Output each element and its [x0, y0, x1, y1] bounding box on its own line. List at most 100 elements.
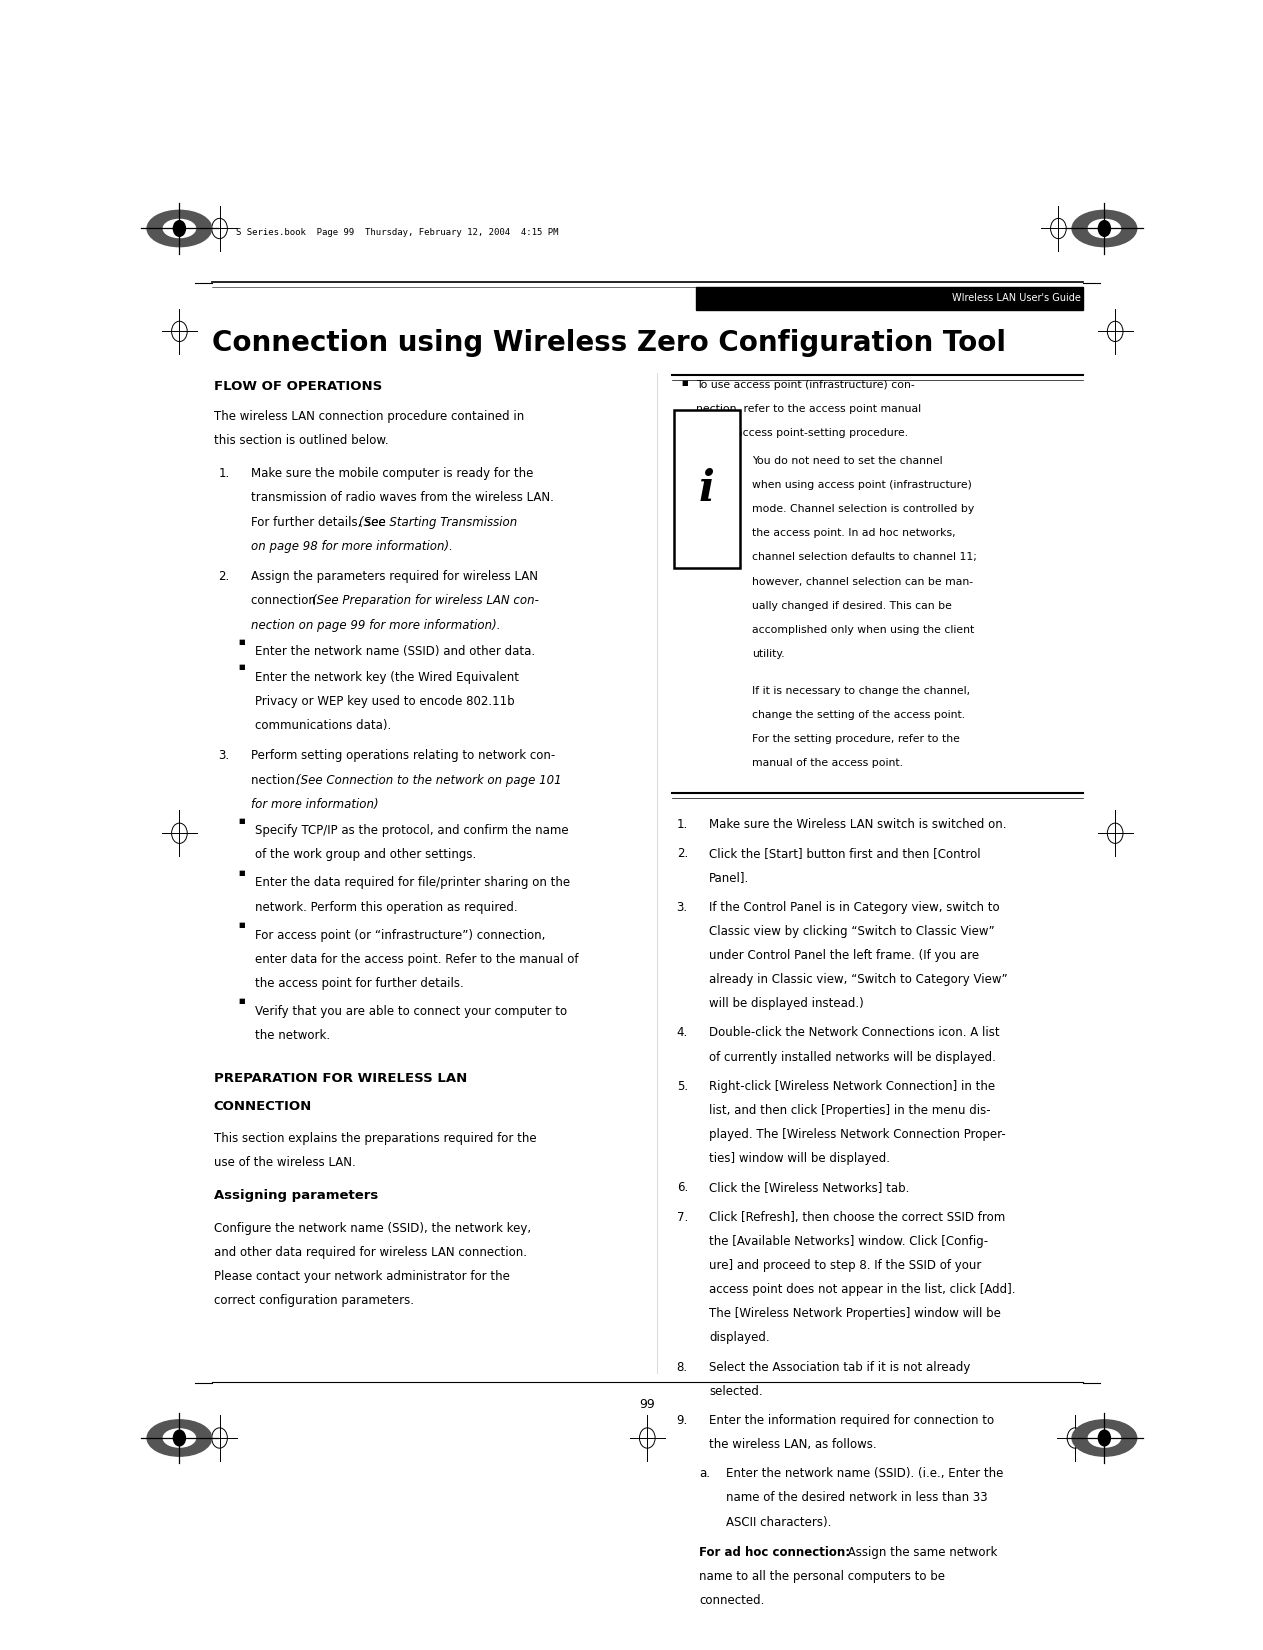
Text: name of the desired network in less than 33: name of the desired network in less than…: [725, 1492, 988, 1505]
Text: For ad hoc connection:: For ad hoc connection:: [700, 1546, 850, 1559]
Text: 4.: 4.: [677, 1026, 688, 1040]
Ellipse shape: [163, 1429, 196, 1447]
Text: the wireless LAN, as follows.: the wireless LAN, as follows.: [709, 1439, 877, 1450]
Text: 8.: 8.: [677, 1361, 688, 1373]
Text: 9.: 9.: [677, 1414, 688, 1427]
Text: the network.: the network.: [255, 1030, 330, 1041]
Text: Please contact your network administrator for the: Please contact your network administrato…: [213, 1270, 509, 1284]
Text: The [Wireless Network Properties] window will be: The [Wireless Network Properties] window…: [709, 1307, 1000, 1320]
Text: Enter the network name (SSID) and other data.: Enter the network name (SSID) and other …: [255, 645, 536, 658]
Ellipse shape: [163, 219, 196, 238]
Text: use of the wireless LAN.: use of the wireless LAN.: [213, 1157, 355, 1168]
Text: connected.: connected.: [700, 1594, 764, 1607]
Text: For the setting procedure, refer to the: For the setting procedure, refer to the: [751, 734, 960, 744]
Text: name to all the personal computers to be: name to all the personal computers to be: [700, 1571, 945, 1582]
Text: nection on page 99 for more information).: nection on page 99 for more information)…: [251, 619, 500, 632]
Text: Enter the information required for connection to: Enter the information required for conne…: [709, 1414, 994, 1427]
Circle shape: [1099, 1431, 1110, 1445]
Text: Make sure the Wireless LAN switch is switched on.: Make sure the Wireless LAN switch is swi…: [709, 818, 1007, 832]
Text: enter data for the access point. Refer to the manual of: enter data for the access point. Refer t…: [255, 952, 578, 965]
Text: ASCII characters).: ASCII characters).: [725, 1515, 831, 1528]
Text: ■: ■: [239, 818, 245, 823]
Text: 3.: 3.: [218, 749, 230, 762]
Text: Assign the parameters required for wireless LAN: Assign the parameters required for wirel…: [251, 571, 538, 582]
Ellipse shape: [147, 210, 212, 246]
Text: Right-click [Wireless Network Connection] in the: Right-click [Wireless Network Connection…: [709, 1079, 995, 1092]
Text: already in Classic view, “Switch to Category View”: already in Classic view, “Switch to Cate…: [709, 974, 1008, 987]
Text: For access point (or “infrastructure”) connection,: For access point (or “infrastructure”) c…: [255, 929, 546, 942]
Text: (See Connection to the network on page 101: (See Connection to the network on page 1…: [296, 774, 562, 787]
Text: ■: ■: [687, 455, 693, 462]
Circle shape: [173, 1431, 186, 1445]
Text: To use access point (infrastructure) con-: To use access point (infrastructure) con…: [696, 380, 914, 389]
Text: Make sure the mobile computer is ready for the: Make sure the mobile computer is ready f…: [251, 467, 533, 480]
Text: 1.: 1.: [218, 467, 230, 480]
Text: displayed.: displayed.: [709, 1332, 769, 1345]
Text: ■: ■: [239, 922, 245, 929]
Text: utility.: utility.: [751, 648, 784, 658]
Text: and other data required for wireless LAN connection.: and other data required for wireless LAN…: [213, 1246, 527, 1259]
Text: accomplished only when using the client: accomplished only when using the client: [751, 625, 974, 635]
Circle shape: [1099, 221, 1110, 236]
Text: ually changed if desired. This can be: ually changed if desired. This can be: [751, 601, 952, 610]
Text: for more information): for more information): [251, 797, 379, 810]
Text: Click the [Wireless Networks] tab.: Click the [Wireless Networks] tab.: [709, 1181, 909, 1195]
Text: (See Preparation for wireless LAN con-: (See Preparation for wireless LAN con-: [312, 594, 538, 607]
Text: network. Perform this operation as required.: network. Perform this operation as requi…: [255, 901, 518, 914]
Text: ■: ■: [239, 639, 245, 645]
Bar: [696, 287, 1082, 310]
Text: under Control Panel the left frame. (If you are: under Control Panel the left frame. (If …: [709, 949, 979, 962]
Text: channel selection defaults to channel 11;: channel selection defaults to channel 11…: [751, 553, 976, 563]
Text: If it is necessary to change the channel,: If it is necessary to change the channel…: [751, 686, 970, 696]
Text: Select the Association tab if it is not already: Select the Association tab if it is not …: [709, 1361, 970, 1373]
Text: The wireless LAN connection procedure contained in: The wireless LAN connection procedure co…: [213, 411, 524, 422]
Text: Configure the network name (SSID), the network key,: Configure the network name (SSID), the n…: [213, 1223, 530, 1234]
Text: will be displayed instead.): will be displayed instead.): [709, 997, 864, 1010]
Text: Double-click the Network Connections icon. A list: Double-click the Network Connections ico…: [709, 1026, 999, 1040]
Text: 3.: 3.: [677, 901, 688, 914]
Text: communications data).: communications data).: [255, 719, 392, 733]
Text: the access point for further details.: the access point for further details.: [255, 977, 464, 990]
Ellipse shape: [1072, 1421, 1137, 1457]
FancyBboxPatch shape: [673, 411, 740, 568]
Text: 7.: 7.: [677, 1211, 688, 1224]
Text: Classic view by clicking “Switch to Classic View”: Classic view by clicking “Switch to Clas…: [709, 924, 994, 937]
Text: on page 98 for more information).: on page 98 for more information).: [251, 540, 452, 553]
Text: transmission of radio waves from the wireless LAN.: transmission of radio waves from the wir…: [251, 492, 553, 505]
Text: for the access point-setting procedure.: for the access point-setting procedure.: [696, 427, 908, 437]
Text: S Series.book  Page 99  Thursday, February 12, 2004  4:15 PM: S Series.book Page 99 Thursday, February…: [236, 228, 558, 238]
Text: the [Available Networks] window. Click [Config-: the [Available Networks] window. Click […: [709, 1234, 988, 1247]
Ellipse shape: [147, 1421, 212, 1457]
Text: 99: 99: [639, 1399, 655, 1411]
Ellipse shape: [1072, 210, 1137, 246]
Ellipse shape: [1089, 219, 1120, 238]
Text: Privacy or WEP key used to encode 802.11b: Privacy or WEP key used to encode 802.11…: [255, 695, 514, 708]
Text: Perform setting operations relating to network con-: Perform setting operations relating to n…: [251, 749, 556, 762]
Text: change the setting of the access point.: change the setting of the access point.: [751, 710, 965, 719]
Text: Enter the network name (SSID). (i.e., Enter the: Enter the network name (SSID). (i.e., En…: [725, 1467, 1003, 1480]
Text: i: i: [698, 469, 715, 510]
Text: when using access point (infrastructure): when using access point (infrastructure): [751, 480, 973, 490]
Text: of the work group and other settings.: of the work group and other settings.: [255, 848, 476, 861]
Text: nection.: nection.: [251, 774, 302, 787]
Text: Panel].: Panel].: [709, 871, 749, 884]
Text: 5.: 5.: [677, 1079, 688, 1092]
Text: however, channel selection can be man-: however, channel selection can be man-: [751, 576, 974, 587]
Text: connection.: connection.: [251, 594, 323, 607]
Text: WIreless LAN User's Guide: WIreless LAN User's Guide: [952, 294, 1081, 304]
Text: PREPARATION FOR WIRELESS LAN: PREPARATION FOR WIRELESS LAN: [213, 1072, 467, 1086]
Text: manual of the access point.: manual of the access point.: [751, 759, 903, 769]
Text: (See Starting Transmission: (See Starting Transmission: [359, 516, 517, 528]
Text: You do not need to set the channel: You do not need to set the channel: [751, 455, 942, 465]
Text: list, and then click [Properties] in the menu dis-: list, and then click [Properties] in the…: [709, 1104, 990, 1117]
Text: Enter the data required for file/printer sharing on the: Enter the data required for file/printer…: [255, 876, 570, 889]
Text: 6.: 6.: [677, 1181, 688, 1195]
Text: ■: ■: [239, 665, 245, 670]
Text: this section is outlined below.: this section is outlined below.: [213, 434, 388, 447]
Text: the access point. In ad hoc networks,: the access point. In ad hoc networks,: [751, 528, 956, 538]
Text: a.: a.: [700, 1467, 710, 1480]
Text: ■: ■: [239, 998, 245, 1005]
Text: If the Control Panel is in Category view, switch to: If the Control Panel is in Category view…: [709, 901, 999, 914]
Text: ure] and proceed to step 8. If the SSID of your: ure] and proceed to step 8. If the SSID …: [709, 1259, 981, 1272]
Text: CONNECTION: CONNECTION: [213, 1101, 312, 1114]
